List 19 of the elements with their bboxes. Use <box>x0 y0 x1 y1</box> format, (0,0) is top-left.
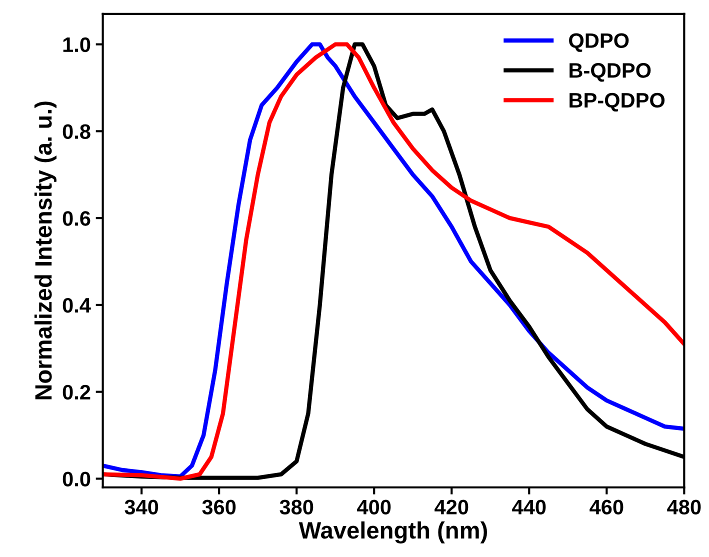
x-tick-label: 360 <box>202 500 236 515</box>
y-axis-title: Normalized Intensity (a. u.) <box>34 102 56 400</box>
y-tick-label: 0.0 <box>62 472 90 486</box>
x-tick-label: 440 <box>512 500 546 514</box>
legend-label: B-QDPO <box>570 63 651 82</box>
y-tick-label: 0.6 <box>62 211 90 226</box>
y-tick-label: 1.0 <box>63 37 90 52</box>
x-tick-label: 420 <box>434 500 468 514</box>
x-axis-title: Wavelength (nm) <box>298 521 487 544</box>
x-tick-label: 400 <box>357 500 391 514</box>
x-tick-label: 380 <box>280 500 314 515</box>
y-tick-label: 0.2 <box>62 384 90 400</box>
legend-label: BP-QDPO <box>570 92 665 112</box>
legend-label: QDPO <box>569 33 629 52</box>
x-tick-label: 460 <box>590 500 624 514</box>
x-tick-label: 480 <box>667 500 701 514</box>
y-tick-label: 0.4 <box>62 298 91 313</box>
y-tick-label: 0.8 <box>62 124 90 139</box>
x-tick-label: 340 <box>124 500 158 515</box>
